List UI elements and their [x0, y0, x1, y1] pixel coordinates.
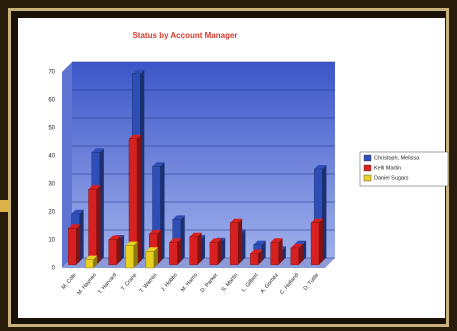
bar-side: [96, 185, 101, 265]
bar: [108, 239, 117, 265]
bar-top: [290, 243, 303, 248]
bar: [270, 242, 279, 265]
bar-side: [197, 232, 202, 265]
bar-side: [79, 209, 84, 262]
legend-swatch: [363, 164, 372, 172]
y-tick-label: 40: [48, 154, 55, 160]
bar-top: [145, 247, 158, 252]
bar-side: [261, 240, 266, 262]
legend-swatch: [363, 154, 372, 162]
y-tick-label: 30: [48, 182, 55, 188]
frame-accent: [0, 200, 10, 212]
bar-side: [76, 224, 81, 265]
legend-swatch: [363, 174, 372, 182]
bar-top: [149, 229, 162, 234]
bar-top: [311, 218, 324, 223]
bar-side: [302, 240, 307, 262]
bar-side: [319, 218, 324, 265]
bar-top: [132, 69, 145, 74]
bar-top: [189, 232, 202, 237]
y-tick-label: 0: [52, 266, 56, 272]
bar-top: [172, 215, 185, 220]
bar-top: [270, 238, 283, 243]
bar-top: [250, 249, 263, 254]
legend-label: Kelli Martin: [374, 165, 401, 171]
bar-side: [157, 229, 162, 265]
y-tick-label: 70: [48, 70, 55, 76]
bar-side: [116, 235, 121, 265]
bar: [209, 242, 219, 265]
bar-top: [91, 148, 104, 153]
bar-top: [209, 238, 222, 243]
bar-top: [85, 255, 98, 260]
bar-side: [99, 148, 104, 262]
bar: [68, 228, 77, 265]
bar-side: [221, 237, 226, 262]
bar: [169, 242, 178, 265]
bar-side: [136, 134, 141, 265]
bar-side: [180, 215, 185, 262]
bar-side: [217, 238, 222, 265]
bar-side: [298, 243, 303, 265]
bar-side: [241, 229, 246, 262]
bar-top: [71, 209, 84, 214]
bar-top: [230, 218, 243, 223]
bar-side: [281, 246, 286, 262]
bar: [250, 253, 259, 265]
bar-side: [177, 238, 182, 265]
legend-label: Christoph, Melissa: [374, 155, 420, 161]
bar-top: [108, 235, 121, 240]
bar-side: [278, 238, 283, 265]
y-tick-label: 10: [48, 238, 55, 244]
bar: [88, 188, 97, 265]
bar-top: [125, 241, 138, 246]
bar-side: [93, 255, 98, 268]
legend-label: Daniel Sugars: [374, 175, 409, 181]
bar-top: [253, 240, 266, 245]
bar: [189, 236, 198, 265]
bar-side: [153, 247, 158, 268]
bar-side: [322, 165, 327, 262]
bar-side: [160, 162, 165, 262]
bar-side: [238, 218, 243, 265]
plot-wall: [72, 62, 335, 258]
y-tick-label: 20: [48, 210, 55, 216]
bar-side: [133, 241, 138, 268]
bar-side: [200, 235, 205, 262]
bar-top: [314, 165, 327, 169]
bar: [85, 259, 94, 269]
bar-top: [128, 134, 141, 139]
chart-title: Status by Account Manager: [132, 31, 237, 40]
bar-top: [68, 224, 81, 229]
bar-side: [258, 249, 263, 265]
bar: [145, 250, 155, 269]
bar: [290, 247, 300, 265]
y-tick-label: 50: [48, 126, 55, 132]
bar: [310, 222, 320, 265]
bar-top: [294, 240, 307, 245]
bar-top: [169, 238, 182, 243]
bar-top: [152, 162, 165, 167]
y-tick-label: 60: [48, 98, 55, 104]
bar-side: [140, 69, 145, 262]
bar: [229, 222, 239, 265]
side-wall: [62, 62, 72, 268]
legend: [359, 151, 449, 187]
bar-side: [120, 235, 125, 262]
bar-top: [88, 185, 101, 190]
bar: [125, 245, 134, 269]
